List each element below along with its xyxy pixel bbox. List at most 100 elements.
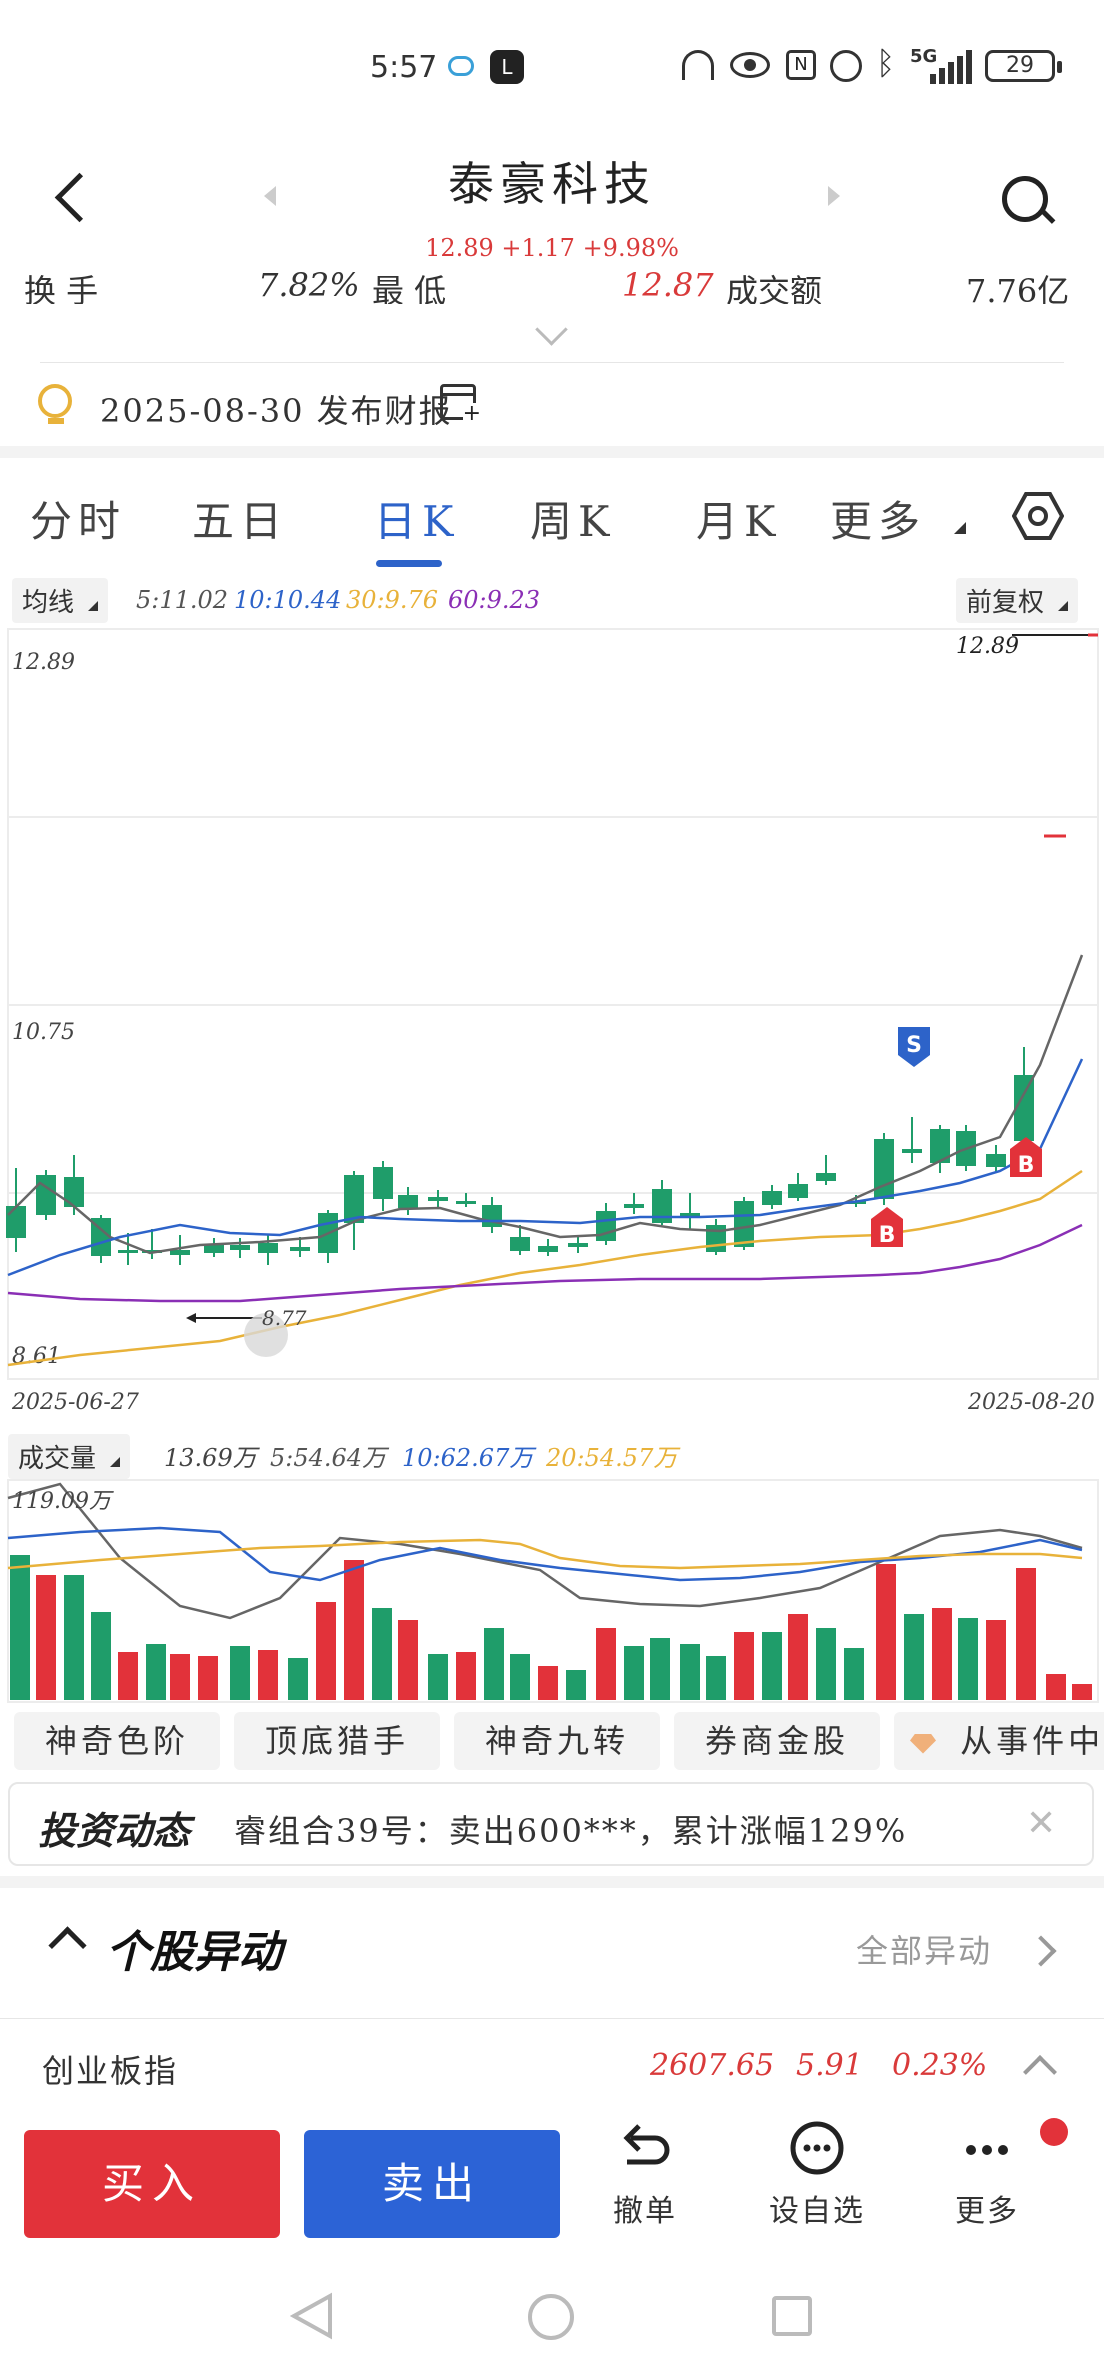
candle-body: [568, 1243, 588, 1247]
buy-signal-marker[interactable]: B: [1010, 1137, 1042, 1178]
chip-color-scale[interactable]: 神奇色阶: [14, 1712, 220, 1770]
candle-body: [204, 1244, 224, 1253]
buy-signal-marker[interactable]: B: [871, 1207, 903, 1248]
detail-value: 12.87: [622, 272, 714, 304]
volume-bar: [566, 1670, 586, 1700]
candle-body: [986, 1154, 1006, 1167]
message-icon: [448, 56, 474, 76]
volume-bar: [484, 1628, 504, 1700]
buy-button[interactable]: 买入: [24, 2130, 280, 2238]
calendar-add-icon[interactable]: +: [440, 384, 481, 425]
close-icon[interactable]: ✕: [1026, 1803, 1057, 1844]
cancel-order-button[interactable]: 撤单: [580, 2120, 710, 2230]
stock-name: 泰豪科技: [448, 157, 656, 211]
investment-news-banner[interactable]: 投资动态 睿组合39号：卖出600***，累计涨幅129% ✕: [8, 1782, 1094, 1866]
candlestick-chart[interactable]: 12.89 10.75 8.61 12.89 8.77 S B B: [0, 625, 1104, 1385]
undo-icon: [623, 2124, 670, 2165]
low-marker-arrow: [186, 1313, 196, 1323]
index-pct: 0.23%: [892, 2048, 988, 2083]
volume-bar: [288, 1658, 308, 1700]
candle-body: [36, 1175, 56, 1215]
candle-body: [258, 1243, 278, 1253]
sell-button[interactable]: 卖出: [304, 2130, 560, 2238]
candle-body: [170, 1250, 190, 1255]
chip-broker-picks[interactable]: 券商金股: [674, 1712, 880, 1770]
ma-lines-group: [7, 954, 1084, 1367]
collapse-chevron-icon[interactable]: [48, 1926, 87, 1965]
all-anomalies-link[interactable]: 全部异动: [856, 1932, 993, 1970]
volume-bar: [398, 1620, 418, 1700]
news-brand: 投资动态: [38, 1809, 191, 1853]
add-watchlist-button[interactable]: 设自选: [752, 2120, 882, 2230]
adjust-selector[interactable]: 前复权: [956, 578, 1079, 623]
diamond-icon: [910, 1733, 936, 1754]
chip-nine-turn[interactable]: 神奇九转: [454, 1712, 660, 1770]
volume-bar: [64, 1575, 84, 1700]
chip-top-bottom-hunter[interactable]: 顶底猎手: [234, 1712, 440, 1770]
volume-bar: [904, 1614, 924, 1700]
more-button[interactable]: 更多: [922, 2120, 1052, 2230]
volume-bars-group: [10, 1555, 1092, 1700]
app-icon: L: [490, 50, 524, 84]
volume-bar: [762, 1632, 782, 1700]
anomaly-section-header[interactable]: 个股异动 全部异动: [0, 1890, 1104, 2010]
volume-ma-lines-group: [7, 1482, 1083, 1620]
vol-ma20-line: [7, 1538, 1083, 1570]
nav-recents-icon[interactable]: [772, 2296, 812, 2336]
tab-weekly-k[interactable]: 周K: [530, 497, 616, 546]
volume-bar: [510, 1654, 530, 1700]
expand-up-icon[interactable]: [1023, 2055, 1057, 2089]
news-text: 睿组合39号：卖出600***，累计涨幅129%: [234, 1812, 908, 1850]
candle-body: [788, 1184, 808, 1198]
section-gap: [0, 446, 1104, 458]
index-value: 2607.65: [650, 2048, 775, 2083]
refresh-icon[interactable]: [244, 1313, 288, 1357]
tab-five-day[interactable]: 五日: [192, 497, 289, 546]
ma-selector[interactable]: 均线: [12, 578, 109, 623]
volume-selector[interactable]: 成交量: [8, 1434, 131, 1479]
volume-bar: [538, 1666, 558, 1700]
status-bar: 5:57 L N ᛒ 5G 29: [0, 0, 1104, 130]
nav-back-icon[interactable]: [289, 2292, 334, 2344]
vol-ma20: 20:54.57万: [546, 1444, 678, 1472]
volume-bar: [118, 1652, 138, 1700]
volume-bar: [372, 1608, 392, 1700]
tab-daily-k[interactable]: 日K: [374, 497, 460, 546]
volume-bar: [958, 1618, 978, 1700]
volume-bar: [198, 1656, 218, 1700]
adjust-label: 前复权: [966, 588, 1045, 618]
nav-home-icon[interactable]: [528, 2294, 574, 2340]
tab-monthly-k[interactable]: 月K: [696, 497, 782, 546]
expand-chevron-icon[interactable]: [535, 313, 568, 346]
settings-hex-icon[interactable]: [1011, 490, 1065, 542]
index-change: 5.91: [796, 2048, 863, 2083]
earnings-row[interactable]: 2025-08-30 发布财报 +: [0, 372, 1104, 442]
sell-signal-marker[interactable]: S: [898, 1027, 930, 1067]
candle-body: [596, 1211, 616, 1241]
index-row[interactable]: 创业板指 2607.65 5.91 0.23%: [0, 2024, 1104, 2108]
tab-more[interactable]: 更多: [830, 497, 927, 546]
volume-chart[interactable]: 119.09万: [0, 1478, 1104, 1704]
battery-icon: 29: [985, 50, 1062, 82]
candle-body: [652, 1189, 672, 1223]
volume-bar: [986, 1620, 1006, 1700]
volume-bar: [650, 1638, 670, 1700]
candle-body: [344, 1175, 364, 1223]
volume-max-label: 119.09万: [12, 1489, 114, 1514]
cancel-order-label: 撤单: [613, 2194, 677, 2229]
chip-from-events[interactable]: 从事件中: [894, 1712, 1104, 1770]
network-label: 5G: [910, 46, 938, 67]
candle-body: [398, 1195, 418, 1208]
volume-bar: [428, 1654, 448, 1700]
notification-dot: [1040, 2118, 1068, 2146]
volume-bar: [1046, 1674, 1066, 1700]
candles-group: [6, 1047, 1034, 1265]
tab-intraday[interactable]: 分时: [30, 497, 127, 546]
section-gap: [0, 1876, 1104, 1888]
candle-body: [510, 1237, 530, 1251]
prev-stock-icon[interactable]: [264, 186, 276, 206]
quote-details-row: 换 手 7.82% 最 低 12.87 成交额 7.76亿: [0, 272, 1104, 304]
next-stock-icon[interactable]: [828, 186, 840, 206]
candle-body: [538, 1246, 558, 1252]
search-icon[interactable]: [1002, 176, 1056, 226]
